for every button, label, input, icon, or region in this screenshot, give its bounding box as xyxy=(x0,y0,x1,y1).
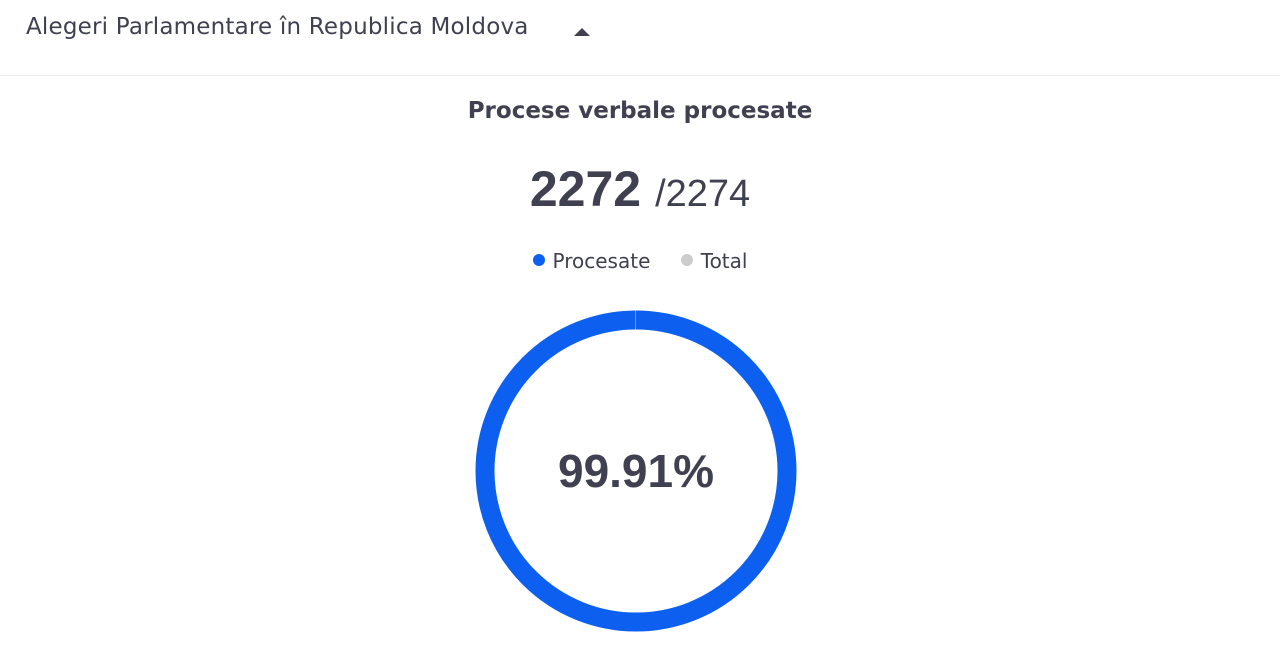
legend-dot-total xyxy=(680,254,693,266)
donut-slice-total[interactable] xyxy=(475,310,797,632)
donut-svg: 99.91% xyxy=(475,310,797,632)
donut-center-label: 99.91% xyxy=(558,445,714,497)
page-header: Alegeri Parlamentare în Republica Moldov… xyxy=(0,0,1280,76)
section-title: Procese verbale procesate xyxy=(467,98,813,124)
legend-item-total[interactable]: Total xyxy=(680,249,748,273)
page-title: Alegeri Parlamentare în Republica Moldov… xyxy=(26,14,529,40)
progress-donut-chart: 99.91% xyxy=(475,310,797,632)
legend-label-processed: Procesate xyxy=(552,249,651,273)
caret-up-icon[interactable] xyxy=(571,24,593,38)
total-count: /2274 xyxy=(655,173,751,215)
legend-label-total: Total xyxy=(700,249,748,273)
processed-counter: 2272/2274 xyxy=(0,160,1280,218)
legend-item-processed[interactable]: Procesate xyxy=(532,249,651,273)
processed-count: 2272 xyxy=(529,161,642,217)
legend-dot-processed xyxy=(532,254,545,266)
chart-legend: Procesate Total xyxy=(0,249,1280,273)
